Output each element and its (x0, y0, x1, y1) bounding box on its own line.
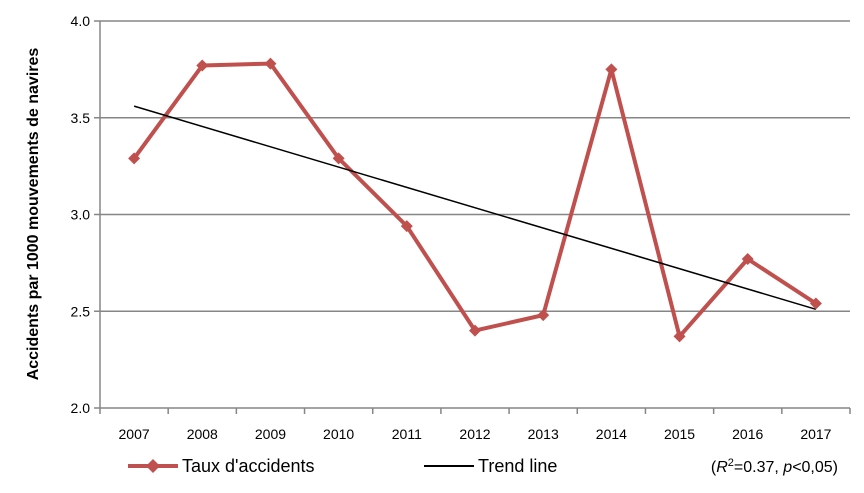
x-tick-label: 2010 (323, 426, 354, 442)
data-point-marker (673, 330, 686, 343)
data-point-marker (264, 57, 277, 70)
data-point-marker (469, 324, 481, 337)
data-point-marker (537, 309, 550, 322)
x-tick-label: 2009 (255, 426, 286, 442)
x-tick-label: 2014 (596, 426, 627, 442)
y-tick-label: 3.0 (71, 207, 91, 223)
legend-diamond-marker (146, 459, 160, 473)
data-point-marker (400, 220, 413, 233)
x-tick-label: 2007 (119, 426, 150, 442)
series (128, 57, 822, 343)
regression-annotation: (R2=0.37, p<0,05) (711, 457, 838, 476)
legend: Taux d'accidents Trend line (128, 456, 557, 476)
y-tick-label: 2.5 (71, 303, 91, 319)
axes (94, 20, 851, 414)
x-tick-label: 2011 (392, 426, 422, 442)
x-tick-label: 2008 (187, 426, 218, 442)
y-tick-labels: 2.0 2.5 3.0 3.5 4.0 (71, 13, 91, 416)
series-line-accidents (132, 61, 818, 339)
data-point-marker (196, 59, 209, 72)
data-point-marker (128, 152, 141, 165)
x-tick-label: 2017 (800, 426, 831, 442)
y-axis-label: Accidents par 1000 mouvements de navires (25, 48, 42, 381)
legend-label-accidents: Taux d'accidents (182, 456, 315, 476)
x-tick-label: 2015 (664, 426, 695, 442)
x-tick-label: 2012 (459, 426, 490, 442)
x-tick-labels: 2007 2008 2009 2010 2011 2012 2013 2014 2015 2016… (119, 426, 832, 442)
y-tick-label: 4.0 (71, 13, 91, 29)
data-point-marker (605, 63, 618, 76)
y-tick-label: 3.5 (71, 110, 91, 126)
x-tick-label: 2016 (732, 426, 763, 442)
x-tick-label: 2013 (528, 426, 559, 442)
legend-label-trend: Trend line (478, 456, 557, 476)
data-point-marker (809, 297, 822, 310)
data-point-marker (332, 152, 345, 165)
data-point-marker (741, 253, 754, 266)
trend-line (133, 105, 817, 311)
y-tick-label: 2.0 (71, 400, 91, 416)
gridlines (100, 20, 850, 312)
